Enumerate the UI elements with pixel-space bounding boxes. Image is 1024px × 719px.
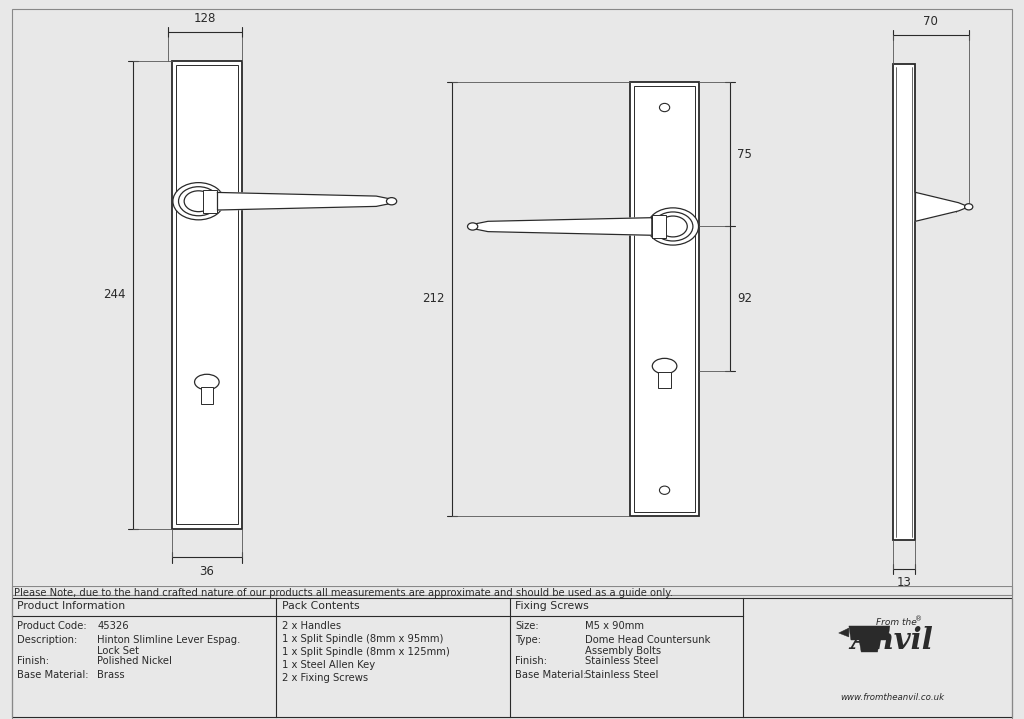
Text: Product Information: Product Information: [17, 601, 126, 611]
Polygon shape: [859, 640, 880, 652]
Text: 1 x Split Spindle (8mm x 95mm): 1 x Split Spindle (8mm x 95mm): [282, 634, 443, 644]
Text: M5 x 90mm: M5 x 90mm: [585, 621, 644, 631]
Ellipse shape: [195, 375, 219, 390]
Text: Fixing Screws: Fixing Screws: [515, 601, 589, 611]
Text: 92: 92: [737, 293, 753, 306]
Text: From the: From the: [876, 618, 916, 627]
Text: Anvil: Anvil: [851, 626, 933, 655]
Text: Stainless Steel: Stainless Steel: [585, 656, 658, 666]
Bar: [893, 64, 915, 540]
Text: 128: 128: [194, 12, 216, 24]
Text: Finish:: Finish:: [515, 656, 547, 666]
Ellipse shape: [184, 191, 213, 211]
Text: Base Material:: Base Material:: [17, 671, 89, 680]
Bar: [630, 82, 699, 516]
Bar: [203, 190, 217, 213]
Polygon shape: [915, 193, 969, 221]
Ellipse shape: [659, 104, 670, 111]
Text: 2 x Handles: 2 x Handles: [282, 621, 341, 631]
Text: 2 x Fixing Screws: 2 x Fixing Screws: [282, 673, 368, 683]
Text: Brass: Brass: [97, 671, 125, 680]
Text: 75: 75: [737, 147, 753, 160]
Text: Size:: Size:: [515, 621, 539, 631]
Text: Polished Nickel: Polished Nickel: [97, 656, 172, 666]
Bar: [176, 65, 238, 524]
Text: 212: 212: [423, 293, 445, 306]
Polygon shape: [473, 218, 652, 235]
Ellipse shape: [965, 203, 973, 210]
Text: Lock Set: Lock Set: [97, 646, 139, 656]
Text: ®: ®: [915, 616, 923, 622]
Text: Please Note, due to the hand crafted nature of our products all measurements are: Please Note, due to the hand crafted nat…: [14, 588, 674, 598]
Bar: [652, 215, 667, 238]
Bar: [172, 61, 242, 528]
Text: Product Code:: Product Code:: [17, 621, 87, 631]
Text: 244: 244: [103, 288, 126, 301]
Text: Assembly Bolts: Assembly Bolts: [585, 646, 660, 656]
Text: 1 x Split Spindle (8mm x 125mm): 1 x Split Spindle (8mm x 125mm): [282, 647, 450, 657]
Polygon shape: [849, 626, 890, 640]
Text: 13: 13: [897, 576, 911, 589]
Ellipse shape: [658, 216, 687, 237]
Text: 1 x Steel Allen Key: 1 x Steel Allen Key: [282, 660, 375, 670]
Text: Type:: Type:: [515, 636, 541, 646]
Text: 70: 70: [924, 15, 938, 28]
Ellipse shape: [647, 208, 698, 245]
Ellipse shape: [173, 183, 224, 220]
Text: Dome Head Countersunk: Dome Head Countersunk: [585, 636, 710, 646]
Bar: [658, 372, 671, 388]
Ellipse shape: [653, 212, 693, 241]
Text: 45326: 45326: [97, 621, 129, 631]
Ellipse shape: [386, 198, 396, 205]
Polygon shape: [217, 193, 391, 210]
Ellipse shape: [652, 358, 677, 374]
Text: Hinton Slimline Lever Espag.: Hinton Slimline Lever Espag.: [97, 636, 241, 646]
Text: Stainless Steel: Stainless Steel: [585, 671, 658, 680]
Polygon shape: [839, 628, 849, 637]
Bar: [634, 86, 695, 512]
Text: 36: 36: [200, 564, 214, 577]
Ellipse shape: [178, 187, 218, 216]
Text: www.fromtheanvil.co.uk: www.fromtheanvil.co.uk: [840, 693, 944, 702]
Text: Description:: Description:: [17, 636, 78, 646]
Ellipse shape: [468, 223, 478, 230]
Bar: [201, 388, 213, 404]
Text: Finish:: Finish:: [17, 656, 49, 666]
Text: Base Material:: Base Material:: [515, 671, 587, 680]
Text: Pack Contents: Pack Contents: [282, 601, 359, 611]
Bar: [12, 598, 1012, 717]
Ellipse shape: [659, 486, 670, 495]
